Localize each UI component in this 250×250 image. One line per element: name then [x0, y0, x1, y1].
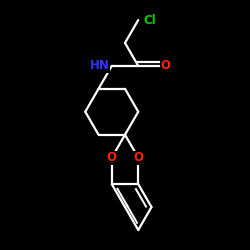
Text: O: O: [133, 151, 143, 164]
Text: O: O: [161, 60, 171, 72]
Text: HN: HN: [90, 60, 110, 72]
Text: Cl: Cl: [143, 14, 156, 26]
Text: O: O: [107, 151, 117, 164]
